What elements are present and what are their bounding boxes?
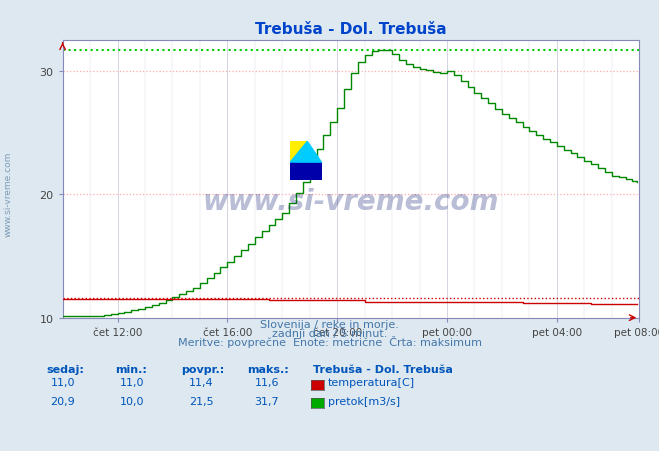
Text: 11,0: 11,0 [119, 377, 144, 387]
Text: zadnji dan / 5 minut.: zadnji dan / 5 minut. [272, 328, 387, 338]
Text: www.si-vreme.com: www.si-vreme.com [203, 188, 499, 216]
Text: 31,7: 31,7 [254, 396, 279, 405]
Text: www.si-vreme.com: www.si-vreme.com [3, 152, 13, 236]
Text: 11,6: 11,6 [254, 377, 279, 387]
Text: pretok[m3/s]: pretok[m3/s] [328, 396, 400, 405]
Text: 21,5: 21,5 [188, 396, 214, 405]
Text: 11,0: 11,0 [50, 377, 75, 387]
Polygon shape [290, 163, 322, 180]
Text: 20,9: 20,9 [50, 396, 75, 405]
Text: povpr.:: povpr.: [181, 364, 225, 374]
Text: Meritve: povprečne  Enote: metrične  Črta: maksimum: Meritve: povprečne Enote: metrične Črta:… [177, 335, 482, 347]
Text: min.:: min.: [115, 364, 147, 374]
Text: temperatura[C]: temperatura[C] [328, 377, 415, 387]
Text: 11,4: 11,4 [188, 377, 214, 387]
Polygon shape [290, 142, 307, 163]
Title: Trebuša - Dol. Trebuša: Trebuša - Dol. Trebuša [255, 22, 447, 37]
Text: sedaj:: sedaj: [46, 364, 84, 374]
Text: Slovenija / reke in morje.: Slovenija / reke in morje. [260, 319, 399, 329]
Text: 10,0: 10,0 [119, 396, 144, 405]
Text: Trebuša - Dol. Trebuša: Trebuša - Dol. Trebuša [313, 364, 453, 374]
Polygon shape [290, 142, 322, 163]
Text: maks.:: maks.: [247, 364, 289, 374]
